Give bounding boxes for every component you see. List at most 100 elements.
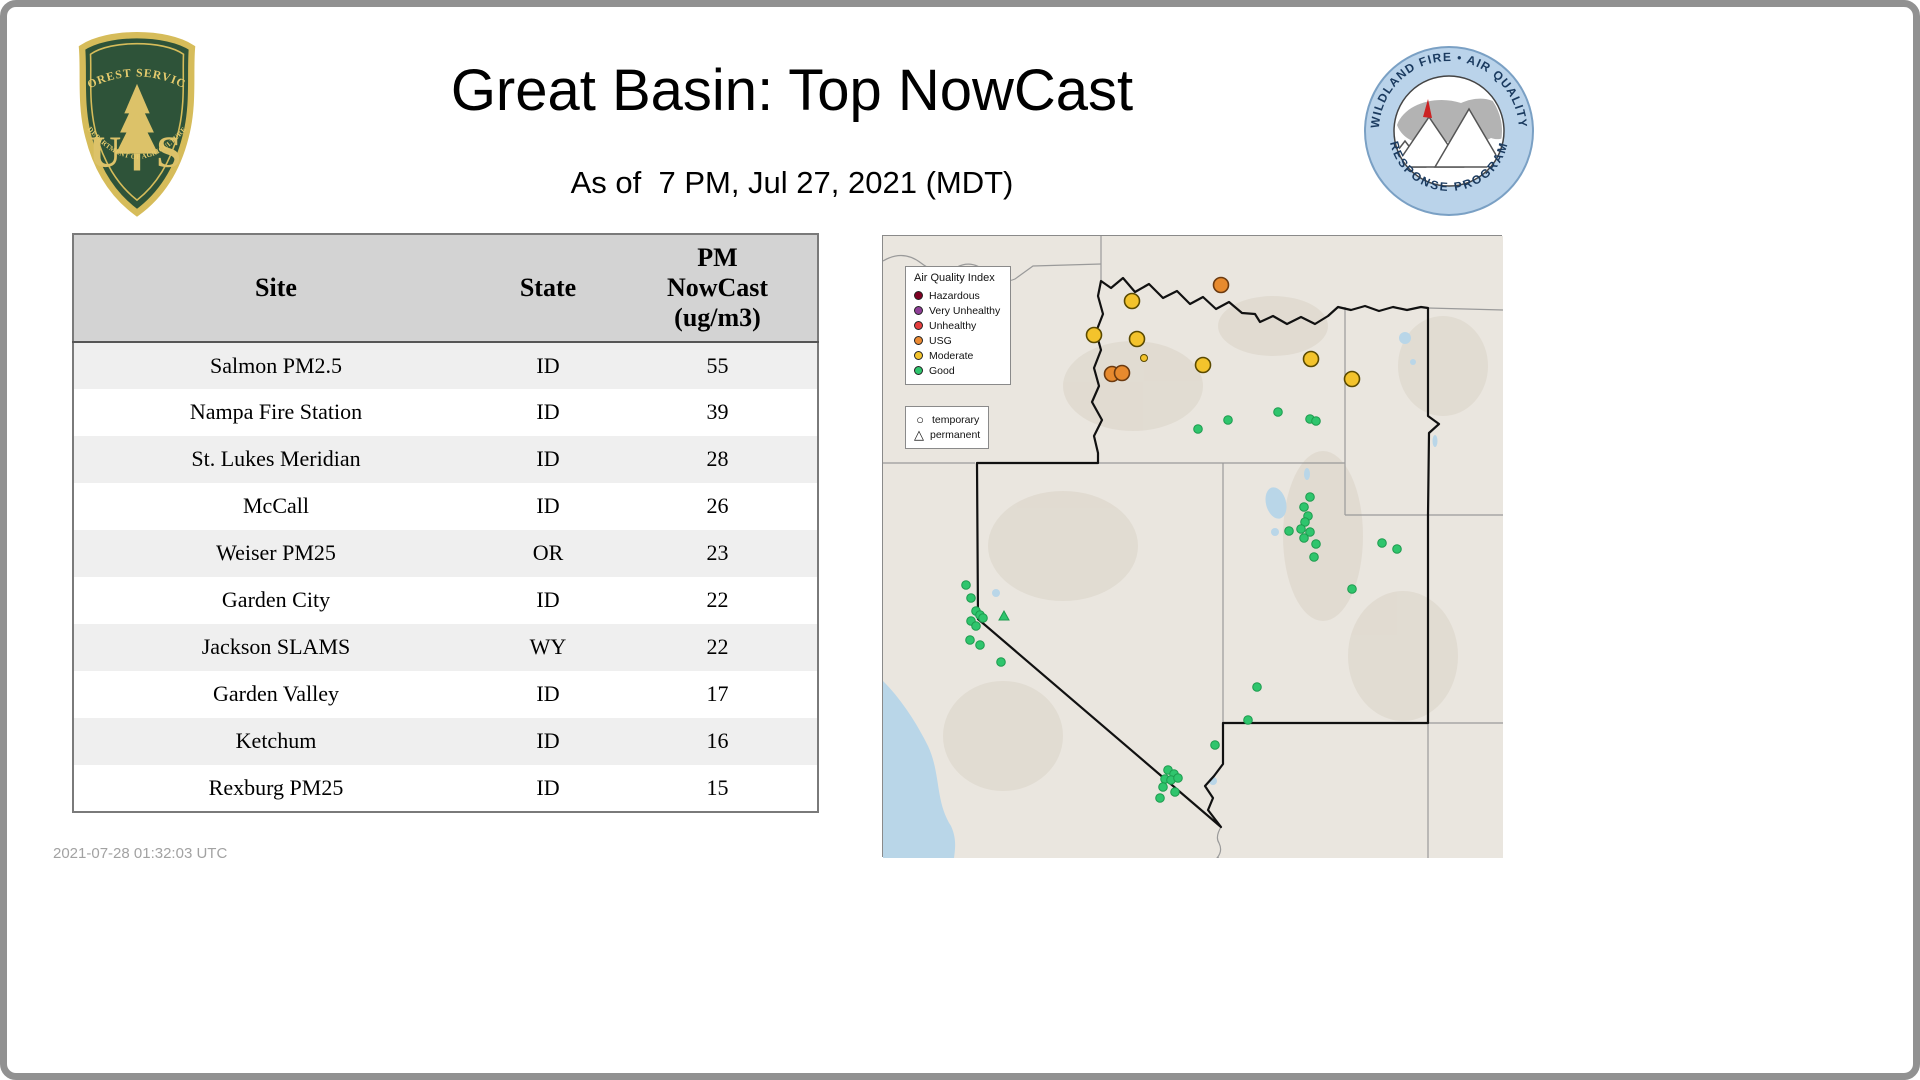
site-marker [1223, 415, 1233, 425]
circle-icon: ○ [916, 412, 924, 427]
table-row: Garden Valley ID 17 [73, 670, 818, 718]
aqi-color-dot [914, 321, 923, 330]
triangle-icon: △ [914, 427, 924, 442]
table-row: Nampa Fire Station ID 39 [73, 388, 818, 436]
table-row: Jackson SLAMS WY 22 [73, 623, 818, 671]
pacific-ocean [883, 681, 956, 858]
site-marker [975, 640, 985, 650]
nowcast-table: Site State PM NowCast (ug/m3) Salmon PM2… [72, 233, 819, 813]
site-marker [1309, 552, 1319, 562]
usg-site-markers [1103, 276, 1230, 383]
site-marker [1300, 517, 1310, 527]
column-header-pm-nowcast: PM NowCast (ug/m3) [618, 234, 818, 343]
site-marker [1347, 584, 1357, 594]
great-basin-map [883, 236, 1503, 858]
site-marker [1392, 544, 1402, 554]
site-marker [1155, 793, 1165, 803]
site-marker [961, 580, 971, 590]
site-marker [996, 657, 1006, 667]
aqi-color-dot [914, 366, 923, 375]
aqi-color-dot [914, 306, 923, 315]
state-boundaries [883, 236, 1503, 858]
table-row: Ketchum ID 16 [73, 717, 818, 765]
table-row: Garden City ID 22 [73, 576, 818, 624]
map-panel: Air Quality Index Hazardous Very Unhealth… [882, 235, 1503, 858]
aqi-legend-item: Moderate [914, 348, 1002, 363]
aqi-legend-item: Unhealthy [914, 318, 1002, 333]
generated-timestamp: 2021-07-28 01:32:03 UTC [53, 845, 228, 862]
site-marker [1284, 526, 1294, 536]
good-site-markers [961, 407, 1402, 803]
aqi-legend-label: USG [929, 334, 952, 347]
site-marker [1158, 782, 1168, 792]
aqi-legend-label: Moderate [929, 349, 974, 362]
great-basin-boundary [975, 276, 1441, 829]
aqi-color-dot [914, 291, 923, 300]
site-marker [1123, 292, 1141, 310]
site-marker [1252, 682, 1262, 692]
marker-legend-item: △ permanent [914, 427, 980, 442]
site-marker [1243, 715, 1253, 725]
site-marker [1311, 416, 1321, 426]
table-row: McCall ID 26 [73, 482, 818, 530]
aqi-legend-item: Very Unhealthy [914, 303, 1002, 318]
table-row: Rexburg PM25 ID 15 [73, 764, 818, 812]
nowcast-table-body: Salmon PM2.5 ID 55 Nampa Fire Station ID 39 St… [73, 341, 818, 812]
aqi-legend-item: USG [914, 333, 1002, 348]
site-marker [1343, 370, 1361, 388]
table-row: Weiser PM25 OR 23 [73, 529, 818, 577]
marker-legend-label: temporary [932, 413, 980, 426]
permanent-site-marker [998, 609, 1010, 621]
aqi-legend-item: Good [914, 363, 1002, 378]
site-marker [978, 613, 988, 623]
temporary-permanent-legend: ○ temporary △ permanent [905, 406, 989, 449]
aqi-legend-label: Hazardous [929, 289, 980, 302]
site-marker [1170, 787, 1180, 797]
table-row: Salmon PM2.5 ID 55 [73, 341, 818, 389]
table-row: St. Lukes Meridian ID 28 [73, 435, 818, 483]
site-marker [1128, 330, 1146, 348]
moderate-site-markers [1085, 292, 1361, 388]
aqi-color-dot [914, 351, 923, 360]
page-title: Great Basin: Top NowCast [450, 58, 1134, 123]
table-header-row: Site State PM NowCast (ug/m3) [73, 234, 818, 343]
aqi-legend-label: Very Unhealthy [929, 304, 1001, 317]
site-marker [1085, 326, 1103, 344]
usfs-letter-s: S [156, 126, 181, 176]
marker-legend-label: permanent [930, 428, 981, 441]
site-marker [1299, 502, 1309, 512]
site-marker [1140, 354, 1148, 362]
usfs-letter-u: U [89, 126, 121, 176]
column-header-site: Site [73, 234, 478, 343]
site-marker [1194, 356, 1212, 374]
aqi-legend-title: Air Quality Index [914, 272, 995, 284]
site-marker [1210, 740, 1220, 750]
aqi-legend: Air Quality Index Hazardous Very Unhealth… [905, 266, 1011, 385]
site-marker [971, 621, 981, 631]
site-marker [1273, 407, 1283, 417]
site-marker [1173, 773, 1183, 783]
site-marker [1302, 350, 1320, 368]
usfs-logo: FOREST SERVICE U S DEPARTMENT OF AGRICUL… [59, 21, 211, 222]
site-marker [1212, 276, 1230, 294]
site-marker [1299, 533, 1309, 543]
aqi-legend-item: Hazardous [914, 288, 1002, 303]
site-marker [1311, 539, 1321, 549]
aqi-legend-label: Good [929, 364, 955, 377]
aqi-legend-label: Unhealthy [929, 319, 977, 332]
site-marker [966, 593, 976, 603]
wfaqrp-logo: WILDLAND FIRE • AIR QUALITY RESPONSE PRO… [1363, 45, 1535, 222]
column-header-state: State [478, 234, 618, 343]
site-marker [1193, 424, 1203, 434]
site-marker [1296, 524, 1306, 534]
page-subtitle: As of 7 PM, Jul 27, 2021 (MDT) [570, 164, 1014, 200]
site-marker [1305, 492, 1315, 502]
site-marker [1305, 527, 1315, 537]
flame-icon [1423, 99, 1432, 118]
aqi-color-dot [914, 336, 923, 345]
site-marker [965, 635, 975, 645]
site-marker [1377, 538, 1387, 548]
marker-legend-item: ○ temporary [914, 412, 980, 427]
site-marker [1113, 364, 1131, 382]
